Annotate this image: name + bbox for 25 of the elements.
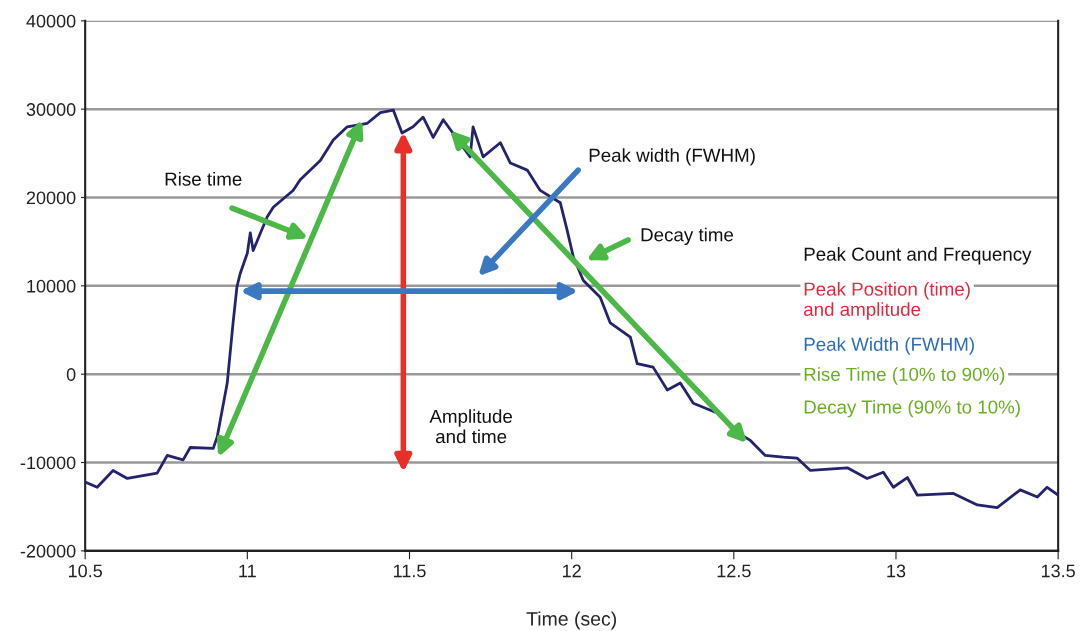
y-tick-label: -20000 xyxy=(20,544,76,558)
line-series xyxy=(85,108,1059,509)
annotation: Rise Time (10% to 90%) xyxy=(804,367,1005,385)
y-tick-label: 0 xyxy=(66,368,76,381)
annotation: Decay time xyxy=(641,227,734,246)
x-tick-label: 13 xyxy=(887,564,906,578)
y-tick-label: 40000 xyxy=(26,14,76,28)
annotation: Peak width (FWHM) xyxy=(589,148,755,166)
x-tick-label: 11 xyxy=(239,564,256,578)
x-tick-label: 12 xyxy=(563,564,581,578)
x-tick-label: 10.5 xyxy=(68,564,102,578)
annotation: Decay Time (90% to 10%) xyxy=(804,399,1020,418)
annotation: Rise time xyxy=(165,171,242,186)
x-axis-title: Time (sec) xyxy=(526,611,616,630)
y-tick-label: 10000 xyxy=(27,279,76,293)
y-tick-label: 30000 xyxy=(26,103,76,116)
annotation: Peak Width (FWHM) xyxy=(804,337,974,355)
x-tick-label: 11.5 xyxy=(393,564,426,578)
y-tick-label: 20000 xyxy=(26,191,76,205)
x-tick-label: 12.5 xyxy=(717,564,751,578)
annotation: Peak Count and Frequency xyxy=(804,247,1032,265)
annotation: Peak Position (time) and amplitude xyxy=(804,282,970,320)
annotation: Amplitude and time xyxy=(429,409,512,444)
x-tick-label: 13.5 xyxy=(1041,564,1075,578)
y-tick-label: -10000 xyxy=(20,456,76,470)
